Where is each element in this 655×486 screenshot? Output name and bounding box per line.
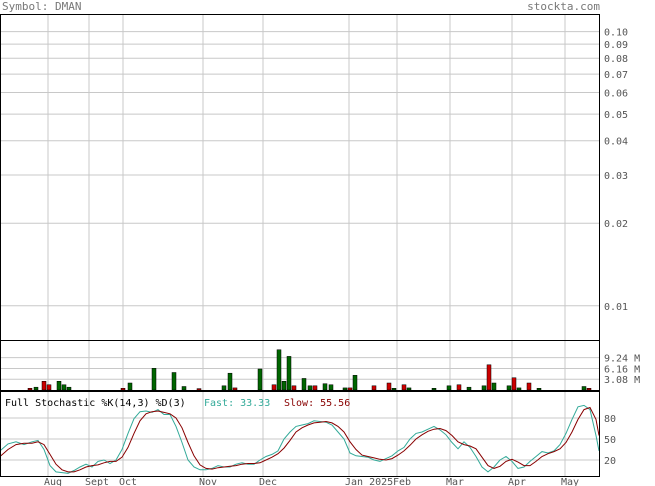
volume-bar bbox=[486, 364, 492, 391]
volume-bar bbox=[506, 385, 512, 391]
price-tick-label: 0.06 bbox=[604, 88, 628, 99]
panel-frame bbox=[0, 391, 600, 477]
volume-bar bbox=[466, 386, 472, 391]
price-tick-label: 0.09 bbox=[604, 40, 628, 51]
volume-bar bbox=[511, 377, 517, 391]
volume-bar bbox=[352, 375, 358, 391]
volume-bar bbox=[347, 387, 353, 391]
volume-bar bbox=[27, 388, 33, 391]
volume-bar bbox=[151, 368, 157, 391]
volume-bar bbox=[286, 356, 292, 391]
volume-bar bbox=[221, 385, 227, 391]
volume-bars bbox=[27, 349, 592, 391]
volume-bar bbox=[386, 382, 392, 391]
x-tick-label: Oct bbox=[119, 477, 137, 486]
price-tick-label: 0.08 bbox=[604, 54, 628, 65]
x-tick-label: Dec bbox=[259, 477, 277, 486]
price-tick-label: 0.05 bbox=[604, 110, 628, 121]
volume-bar bbox=[41, 381, 47, 391]
volume-bar bbox=[431, 388, 437, 391]
volume-bar bbox=[61, 384, 67, 391]
tick-labels: Aug Sept Oct Nov Dec Jan 2025 Feb Mar Apr May 0.10… bbox=[44, 28, 640, 486]
x-tick-label: Apr bbox=[508, 477, 526, 486]
stochastic-tick-label: 20 bbox=[604, 456, 616, 467]
volume-bar bbox=[516, 387, 522, 391]
volume-bar bbox=[56, 381, 62, 391]
price-tick-label: 0.02 bbox=[604, 219, 628, 230]
panel-frame bbox=[0, 14, 600, 341]
volume-bar bbox=[281, 381, 287, 391]
volume-bar bbox=[301, 378, 307, 391]
volume-bar bbox=[581, 386, 587, 391]
grid-layer bbox=[1, 15, 599, 476]
volume-bar bbox=[526, 382, 532, 391]
panel-frames bbox=[0, 14, 600, 477]
volume-tick-label: 6.16 M bbox=[604, 364, 640, 375]
price-tick-label: 0.07 bbox=[604, 70, 628, 81]
volume-bar bbox=[406, 387, 412, 391]
volume-bar bbox=[391, 388, 397, 391]
price-tick-label: 0.04 bbox=[604, 137, 628, 148]
x-tick-label: Nov bbox=[199, 477, 217, 486]
x-tick-label: Mar bbox=[446, 477, 464, 486]
volume-bar bbox=[586, 388, 592, 391]
volume-bar bbox=[456, 384, 462, 391]
volume-bar bbox=[33, 386, 39, 391]
volume-bar bbox=[536, 388, 542, 391]
volume-bar bbox=[307, 385, 313, 391]
volume-bar bbox=[291, 385, 297, 391]
volume-bar bbox=[196, 388, 202, 391]
price-tick-label: 0.03 bbox=[604, 171, 628, 182]
volume-bar bbox=[271, 384, 277, 391]
volume-bar bbox=[446, 385, 452, 391]
volume-bar bbox=[171, 372, 177, 391]
volume-bar bbox=[227, 372, 233, 391]
volume-bar bbox=[276, 349, 282, 391]
stochastic-lines bbox=[0, 404, 600, 474]
volume-bar bbox=[491, 382, 497, 391]
volume-bar bbox=[312, 385, 318, 391]
volume-bar bbox=[232, 387, 238, 391]
volume-tick-label: 9.24 M bbox=[604, 354, 640, 365]
stochastic-title: Full Stochastic %K(14,3) %D(3) bbox=[5, 398, 186, 409]
stochastic-fast-label: Fast: 33.33 bbox=[204, 398, 270, 409]
volume-bar bbox=[371, 385, 377, 391]
volume-tick-label: 3.08 M bbox=[604, 375, 640, 386]
symbol-label: Symbol: DMAN bbox=[2, 0, 82, 13]
volume-bar bbox=[181, 386, 187, 391]
site-name[interactable]: stockta.com bbox=[527, 0, 600, 13]
stochastic-slow-line bbox=[0, 406, 600, 473]
x-tick-label: Feb bbox=[393, 477, 411, 486]
stochastic-tick-label: 50 bbox=[604, 435, 616, 446]
volume-bar bbox=[257, 368, 263, 391]
volume-bar bbox=[328, 384, 334, 391]
price-tick-label: 0.01 bbox=[604, 302, 628, 313]
volume-bar bbox=[46, 384, 52, 391]
volume-bar bbox=[322, 383, 328, 391]
stochastic-tick-label: 80 bbox=[604, 414, 616, 425]
volume-bar bbox=[120, 388, 126, 391]
x-tick-label: May bbox=[561, 477, 579, 486]
volume-bar bbox=[342, 387, 348, 391]
x-tick-label: Aug bbox=[44, 477, 62, 486]
volume-bar bbox=[481, 385, 487, 391]
stochastic-slow-label: Slow: 55.56 bbox=[284, 398, 350, 409]
x-tick-label: Sept bbox=[85, 477, 109, 486]
price-tick-label: 0.10 bbox=[604, 28, 628, 39]
volume-bar bbox=[66, 386, 72, 391]
x-tick-label: Jan 2025 bbox=[345, 477, 393, 486]
panel-frame bbox=[0, 340, 600, 391]
volume-bar bbox=[401, 384, 407, 391]
volume-bar bbox=[127, 382, 133, 391]
